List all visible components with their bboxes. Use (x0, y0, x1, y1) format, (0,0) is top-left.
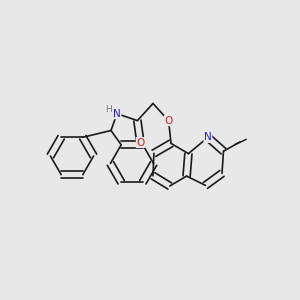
Text: O: O (164, 116, 173, 126)
Text: N: N (113, 109, 121, 119)
Text: O: O (136, 137, 145, 148)
Text: N: N (204, 132, 212, 142)
Text: H: H (105, 105, 112, 114)
